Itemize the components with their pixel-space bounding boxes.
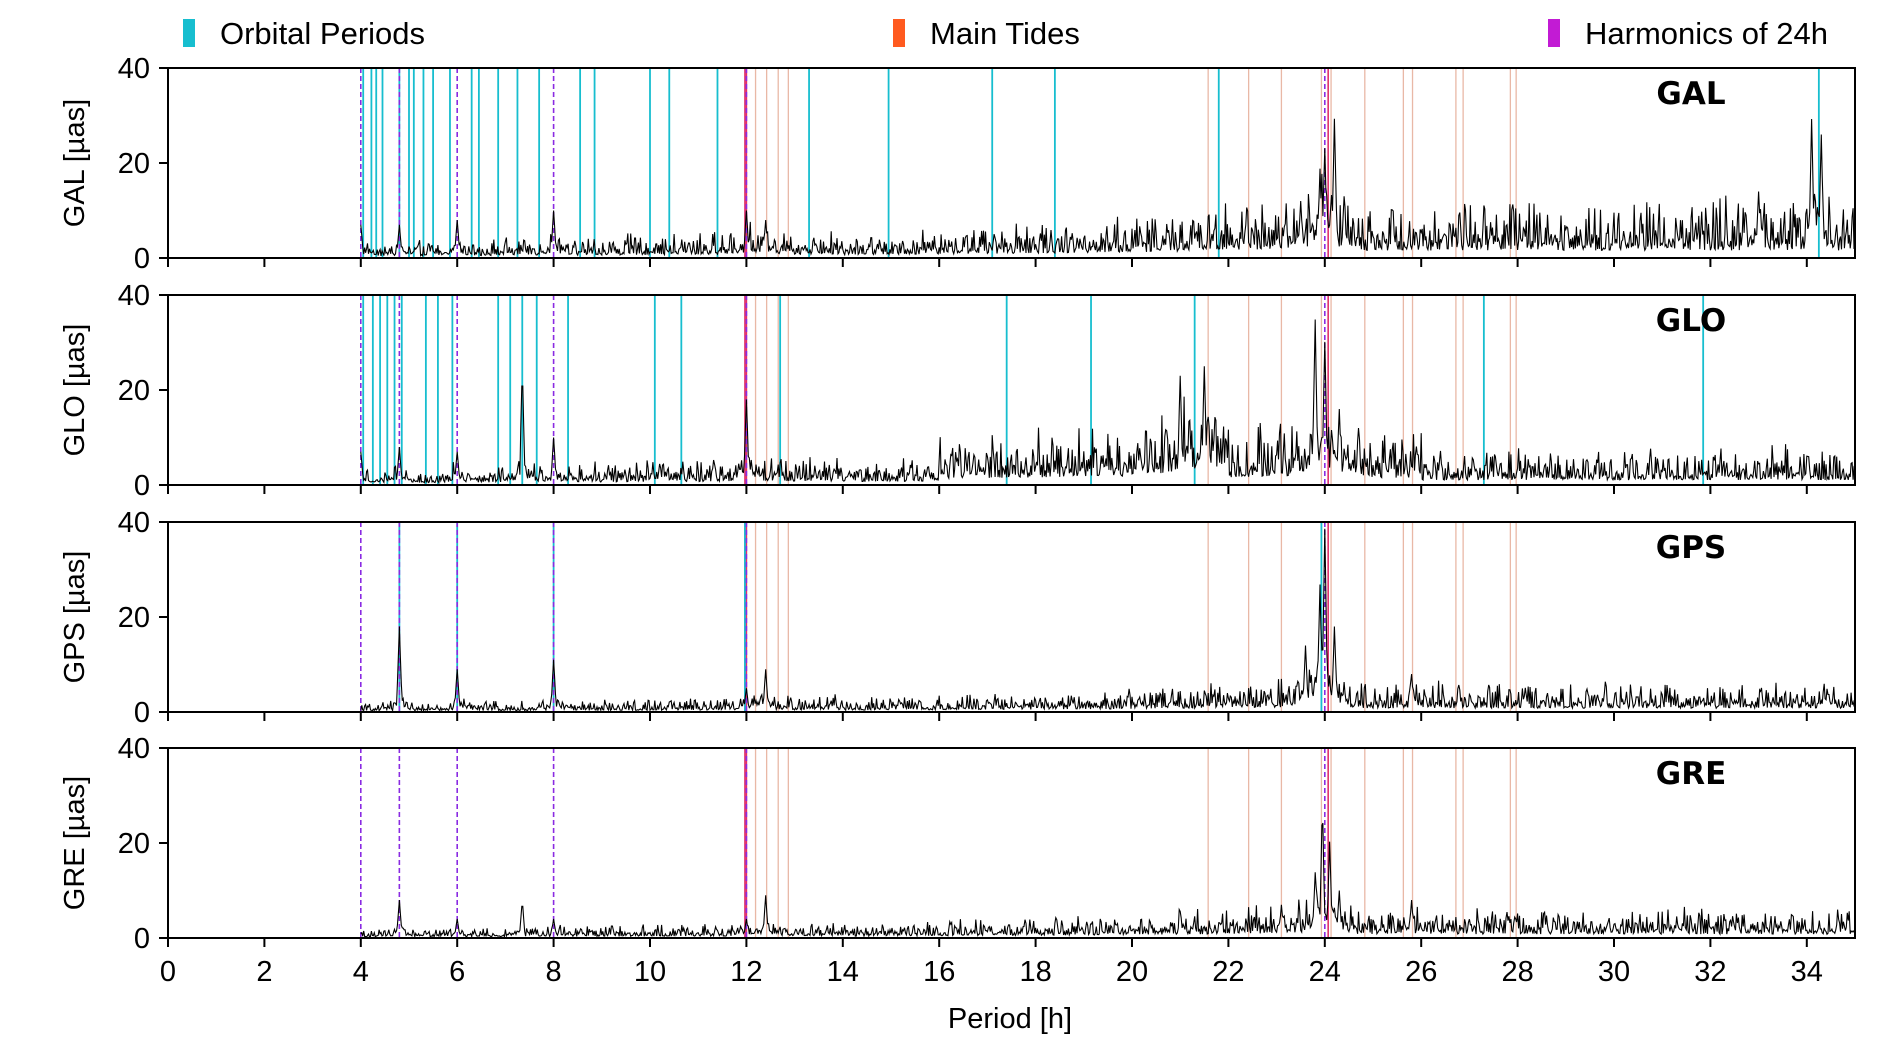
x-tick-label: 12: [730, 956, 762, 988]
x-axis-label: Period [h]: [948, 1003, 1072, 1035]
panel-gal: 0 20 40 GAL [µas] GAL: [59, 53, 1856, 275]
x-tick-label: 32: [1694, 956, 1726, 988]
x-tick-label: 0: [160, 956, 176, 988]
x-tick-label: 14: [827, 956, 859, 988]
x-tick-label: 28: [1501, 956, 1533, 988]
y-tick-label: 0: [134, 243, 150, 275]
spectrum-trace: [360, 118, 1856, 257]
x-tick-label: 16: [923, 956, 955, 988]
x-tick-label: 10: [634, 956, 666, 988]
legend-label-orbital: Orbital Periods: [220, 16, 425, 51]
panel-title: GAL: [1656, 76, 1725, 112]
y-axis-label: GAL [µas]: [59, 99, 91, 227]
y-tick-label: 0: [134, 697, 150, 729]
y-tick-label: 20: [118, 148, 150, 180]
y-axis-label: GPS [µas]: [59, 551, 91, 684]
x-tick-label: 20: [1116, 956, 1148, 988]
spectrum-trace: [360, 822, 1856, 939]
panel-title: GPS: [1656, 530, 1727, 566]
x-tick-label: 6: [449, 956, 465, 988]
legend-item-orbital: Orbital Periods: [183, 16, 425, 51]
x-tick-label: 2: [256, 956, 272, 988]
x-tick-label: 30: [1598, 956, 1630, 988]
panel-glo: 0 20 40 GLO [µas] GLO: [59, 280, 1856, 502]
legend-swatch-tides: [893, 19, 905, 47]
spectrum-trace: [360, 528, 1856, 713]
y-tick-label: 20: [118, 828, 150, 860]
legend-item-harmonics: Harmonics of 24h: [1548, 16, 1828, 51]
x-tick-label: 22: [1212, 956, 1244, 988]
legend-label-harmonics: Harmonics of 24h: [1585, 16, 1828, 51]
panel-frame: [167, 67, 1856, 259]
x-tick-label: 24: [1309, 956, 1341, 988]
y-axis-label: GLO [µas]: [59, 324, 91, 457]
y-tick-label: 0: [134, 470, 150, 502]
spectrum-trace: [360, 319, 1856, 485]
legend-label-tides: Main Tides: [930, 16, 1080, 51]
y-tick-label: 40: [118, 280, 150, 312]
y-tick-label: 0: [134, 923, 150, 955]
panel-frame: [167, 747, 1856, 939]
panel-title: GLO: [1656, 303, 1726, 339]
y-tick-label: 20: [118, 602, 150, 634]
y-axis-label: GRE [µas]: [59, 776, 91, 910]
legend-swatch-orbital: [183, 19, 195, 47]
legend-item-tides: Main Tides: [893, 16, 1080, 51]
x-tick-label: 18: [1019, 956, 1051, 988]
x-tick-label: 8: [546, 956, 562, 988]
x-tick-label: 4: [353, 956, 369, 988]
y-tick-label: 40: [118, 53, 150, 85]
y-tick-label: 40: [118, 507, 150, 539]
panel-frame: [167, 521, 1856, 713]
panel-title: GRE: [1656, 756, 1727, 792]
x-tick-label: 34: [1791, 956, 1823, 988]
y-tick-label: 40: [118, 733, 150, 765]
legend: Orbital Periods Main Tides Harmonics of 24…: [183, 16, 1828, 51]
panel-gps: 0 20 40 GPS [µas] GPS: [59, 507, 1856, 729]
y-tick-label: 20: [118, 375, 150, 407]
x-tick-label: 26: [1405, 956, 1437, 988]
legend-swatch-harmonics: [1548, 19, 1560, 47]
